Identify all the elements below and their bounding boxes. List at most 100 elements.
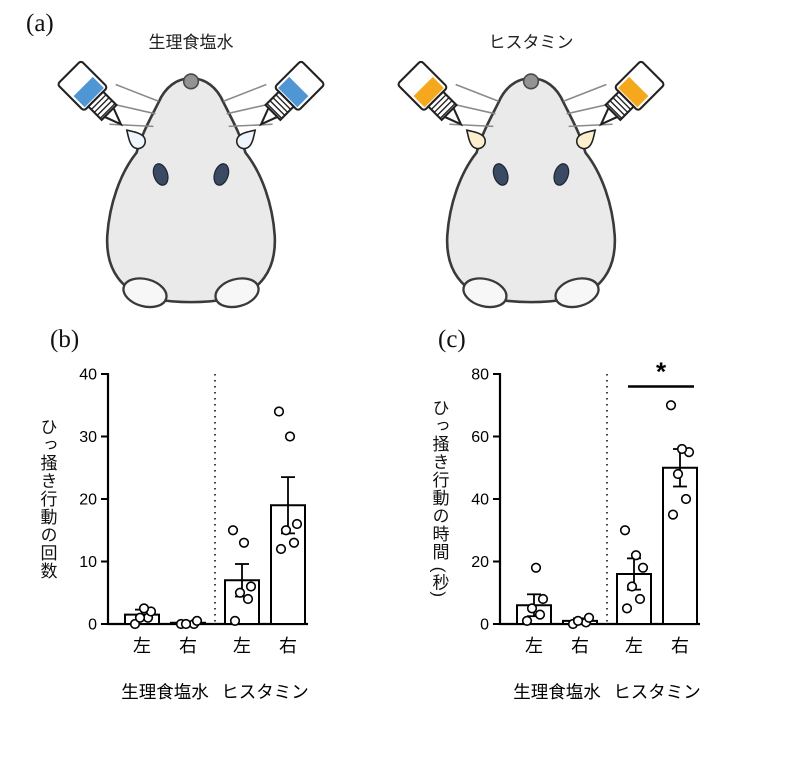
y-tick-label: 40 [79,367,97,384]
bottle-liquid [413,76,444,108]
x-tick-label: 左 [133,636,151,656]
data-point [234,587,246,598]
x-tick-label: 左 [625,636,643,656]
panel-a-label: (a) [26,10,54,37]
y-tick-label: 30 [79,429,97,446]
right-eye-icon [553,163,570,186]
data-point [672,468,684,480]
left-foot-icon [122,277,168,309]
data-point [537,593,549,605]
histamine-mouse-group: ヒスタミン [395,28,667,317]
data-point [621,603,633,614]
drop-icon [575,129,597,150]
y-tick-label: 20 [79,492,97,509]
chart-c-ylabel: ひっ掻き行動の時間 (秒) [429,399,449,599]
data-point [526,603,538,614]
histamine-mouse-illustration [397,60,665,309]
significance-label: * [656,357,667,387]
y-tick-label: 40 [471,492,489,509]
data-point [284,431,296,442]
saline-label: 生理食塩水 [148,33,234,52]
left-eye-icon [492,163,509,186]
right-eye-icon [213,163,230,186]
data-point [534,609,546,620]
data-point [665,400,677,411]
data-point [619,525,631,536]
x-tick-label: 右 [179,636,197,656]
drop-icon [235,129,257,150]
data-point [626,581,638,592]
y-tick-label: 60 [471,429,489,446]
nose-icon [522,73,540,90]
x-tick-label: 右 [571,636,589,656]
bottle-liquid [618,76,649,108]
mouse-body [445,73,617,309]
data-point [572,615,584,626]
data-point [138,603,150,614]
data-point [134,612,146,623]
whiskers-icon [109,83,273,128]
chart-panel-c: ひっ掻き行動の時間 (秒) 0 20 40 60 80 左 右 左 右生理食塩水 ヒスタミン * [426,352,712,717]
bar [616,573,652,625]
bottle-liquid [73,76,104,108]
data-point [245,581,257,592]
saline-mouse-illustration [57,60,325,309]
data-point [242,593,254,605]
data-point [238,537,250,548]
dropper-bottle-left-icon [57,60,147,150]
saline-mouse-group: 生理食塩水 [55,28,327,317]
y-tick-label: 10 [79,554,97,571]
x-tick-label: 右 [279,636,297,656]
data-point [227,525,239,536]
bottle-liquid [278,76,309,108]
x-tick-label: 左 [233,636,251,656]
y-tick-label: 0 [480,617,489,634]
data-point [676,443,688,455]
panel-c-label: (c) [438,326,466,353]
left-eye-icon [152,163,169,186]
dropper-bottle-right-icon [235,60,325,150]
dropper-bottle-right-icon [575,60,665,150]
histamine-label: ヒスタミン [488,33,574,52]
y-tick-label: 80 [471,367,489,384]
data-point [191,615,203,626]
data-point [667,509,679,520]
y-tick-label: 20 [471,554,489,571]
nose-icon [182,73,200,90]
panel-b-label: (b) [50,326,80,353]
group-label: 生理食塩水 [121,682,209,702]
data-point [530,562,542,573]
data-point [291,518,303,530]
group-label: 生理食塩水 [513,682,601,702]
left-foot-icon [462,277,508,309]
right-foot-icon [214,277,260,309]
data-point [583,612,595,623]
x-tick-label: 右 [671,636,689,656]
group-label: ヒスタミン [613,682,701,702]
data-point [680,493,692,505]
drop-icon [125,129,147,150]
data-point [521,615,533,626]
data-point [288,537,300,548]
dropper-bottle-left-icon [397,60,487,150]
chart-b-ylabel: ひっ掻き行動の回数 [37,418,57,580]
drop-icon [465,129,487,150]
data-point [275,543,287,555]
data-point [634,593,646,605]
data-point [180,618,192,630]
data-point [280,525,292,536]
x-tick-label: 左 [525,636,543,656]
group-label: ヒスタミン [221,682,309,702]
data-point [229,615,241,626]
data-point [630,550,642,561]
chart-panel-b: ひっ掻き行動の回数 0 10 20 30 40 左 右 左 右生理食塩水 ヒスタミン [34,352,320,717]
data-point [273,406,285,417]
data-point [637,562,649,573]
bar [662,466,698,625]
mouse-body [105,73,277,309]
right-foot-icon [554,277,600,309]
y-tick-label: 0 [88,617,97,634]
